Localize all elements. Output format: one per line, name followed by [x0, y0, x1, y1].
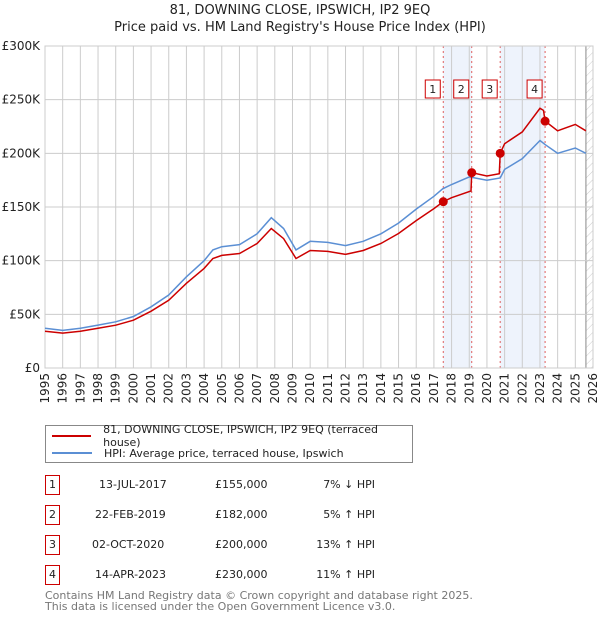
y-tick-label: £150K: [2, 200, 42, 214]
y-tick-label: £200K: [2, 146, 42, 160]
price-chart: 1 2 3 4 1995 1996 1997 1998 1999 2000 2001 2002 2003…: [2, 39, 600, 404]
sale-point: [495, 148, 505, 158]
transaction-date: 13-JUL-2017: [99, 478, 167, 491]
x-tick-label: 2005: [215, 373, 229, 404]
x-tick-label: 2012: [339, 373, 353, 404]
transaction-hpi-diff: 7% ↓ HPI: [323, 478, 375, 491]
chart-title: 81, DOWNING CLOSE, IPSWICH, IP2 9EQ: [169, 3, 431, 18]
transaction-price: £155,000: [215, 478, 268, 491]
sale-point: [438, 197, 448, 207]
transaction-date: 14-APR-2023: [95, 568, 167, 581]
transaction-number: 3: [45, 535, 60, 555]
sale-label-box: [424, 79, 441, 99]
legend-label-hpi: HPI: Average price, terraced house, Ipsw…: [104, 446, 344, 460]
transaction-price: £182,000: [215, 508, 268, 521]
y-tick-label: £100K: [2, 254, 42, 268]
chart-subtitle: Price paid vs. HM Land Registry's House …: [114, 20, 486, 35]
x-tick-label: 2019: [462, 373, 476, 404]
x-tick-label: 2000: [126, 373, 140, 404]
sale-label: 3: [486, 83, 493, 96]
sale-label-box: [453, 79, 470, 99]
x-tick-label: 2021: [498, 373, 512, 404]
transaction-hpi-diff: 13% ↑ HPI: [316, 538, 375, 551]
x-tick-label: 2002: [162, 373, 176, 404]
transaction-row: 3 02-OCT-2020 £200,000 13% ↑ HPI: [45, 535, 405, 555]
x-tick-label: 2001: [144, 373, 158, 404]
x-tick-label: 2022: [515, 373, 529, 404]
x-tick-label: 2020: [480, 373, 494, 404]
legend-label-property: 81, DOWNING CLOSE, IPSWICH, IP2 9EQ (ter…: [103, 423, 379, 449]
x-tick-label: 2003: [179, 373, 193, 404]
x-tick-label: 2018: [445, 373, 459, 404]
x-tick-label: 2016: [409, 373, 423, 404]
chart-legend: 81, DOWNING CLOSE, IPSWICH, IP2 9EQ (ter…: [45, 423, 413, 463]
transaction-date: 22-FEB-2019: [95, 508, 166, 521]
y-tick-label: £250K: [2, 93, 42, 107]
y-tick-label: £300K: [2, 39, 42, 53]
transaction-price: £200,000: [215, 538, 268, 551]
sale-label-box: [526, 79, 543, 99]
sale-label: 1: [429, 83, 436, 96]
x-tick-label: 2014: [374, 373, 388, 404]
x-tick-label: 2017: [427, 373, 441, 404]
legend-swatch-hpi: [52, 452, 92, 454]
x-tick-label: 2013: [356, 373, 370, 404]
x-tick-label: 2011: [321, 373, 335, 404]
legend-swatch-property: [52, 435, 92, 437]
x-tick-label: 2015: [392, 373, 406, 404]
x-tick-label: 2006: [232, 373, 246, 404]
x-tick-label: 2023: [533, 373, 547, 404]
y-tick-label: £50K: [9, 307, 41, 321]
x-tick-label: 1996: [56, 373, 70, 404]
transaction-number: 4: [45, 565, 60, 585]
transaction-number: 1: [45, 475, 60, 495]
x-tick-label: 2025: [568, 373, 582, 404]
transaction-hpi-diff: 5% ↑ HPI: [323, 508, 375, 521]
transaction-price: £230,000: [215, 568, 268, 581]
sale-label: 4: [531, 83, 538, 96]
footer: Contains HM Land Registry data © Crown c…: [45, 590, 473, 612]
sale-label-box: [481, 79, 498, 99]
sale-label: 2: [458, 83, 465, 96]
transaction-row: 4 14-APR-2023 £230,000 11% ↑ HPI: [45, 565, 405, 585]
x-tick-label: 1999: [109, 373, 123, 404]
footer-copyright: Contains HM Land Registry data © Crown c…: [45, 589, 473, 602]
y-tick-label: £0: [25, 361, 40, 375]
x-tick-label: 2010: [303, 373, 317, 404]
x-tick-label: 1998: [91, 373, 105, 404]
x-tick-label: 2026: [586, 373, 600, 404]
property-series-line: [44, 107, 587, 334]
x-tick-label: 2009: [285, 373, 299, 404]
x-tick-label: 2008: [268, 373, 282, 404]
sale-point: [467, 168, 477, 178]
x-tick-label: 2024: [551, 373, 565, 404]
x-tick-label: 1997: [73, 373, 87, 404]
legend-item-property: 81, DOWNING CLOSE, IPSWICH, IP2 9EQ (ter…: [46, 423, 412, 449]
hpi-series-line: [44, 139, 587, 332]
x-tick-label: 2007: [250, 373, 264, 404]
sale-point: [540, 116, 550, 126]
transaction-hpi-diff: 11% ↑ HPI: [316, 568, 375, 581]
footer-licence: This data is licensed under the Open Gov…: [45, 600, 396, 613]
legend-item-hpi: HPI: Average price, terraced house, Ipsw…: [46, 445, 344, 461]
transaction-row: 1 13-JUL-2017 £155,000 7% ↓ HPI: [45, 475, 405, 495]
plot-frame: [44, 45, 594, 369]
transaction-date: 02-OCT-2020: [92, 538, 165, 551]
x-tick-label: 2004: [197, 373, 211, 404]
transaction-row: 2 22-FEB-2019 £182,000 5% ↑ HPI: [45, 505, 405, 525]
x-tick-label: 1995: [38, 373, 52, 404]
transaction-number: 2: [45, 505, 60, 525]
